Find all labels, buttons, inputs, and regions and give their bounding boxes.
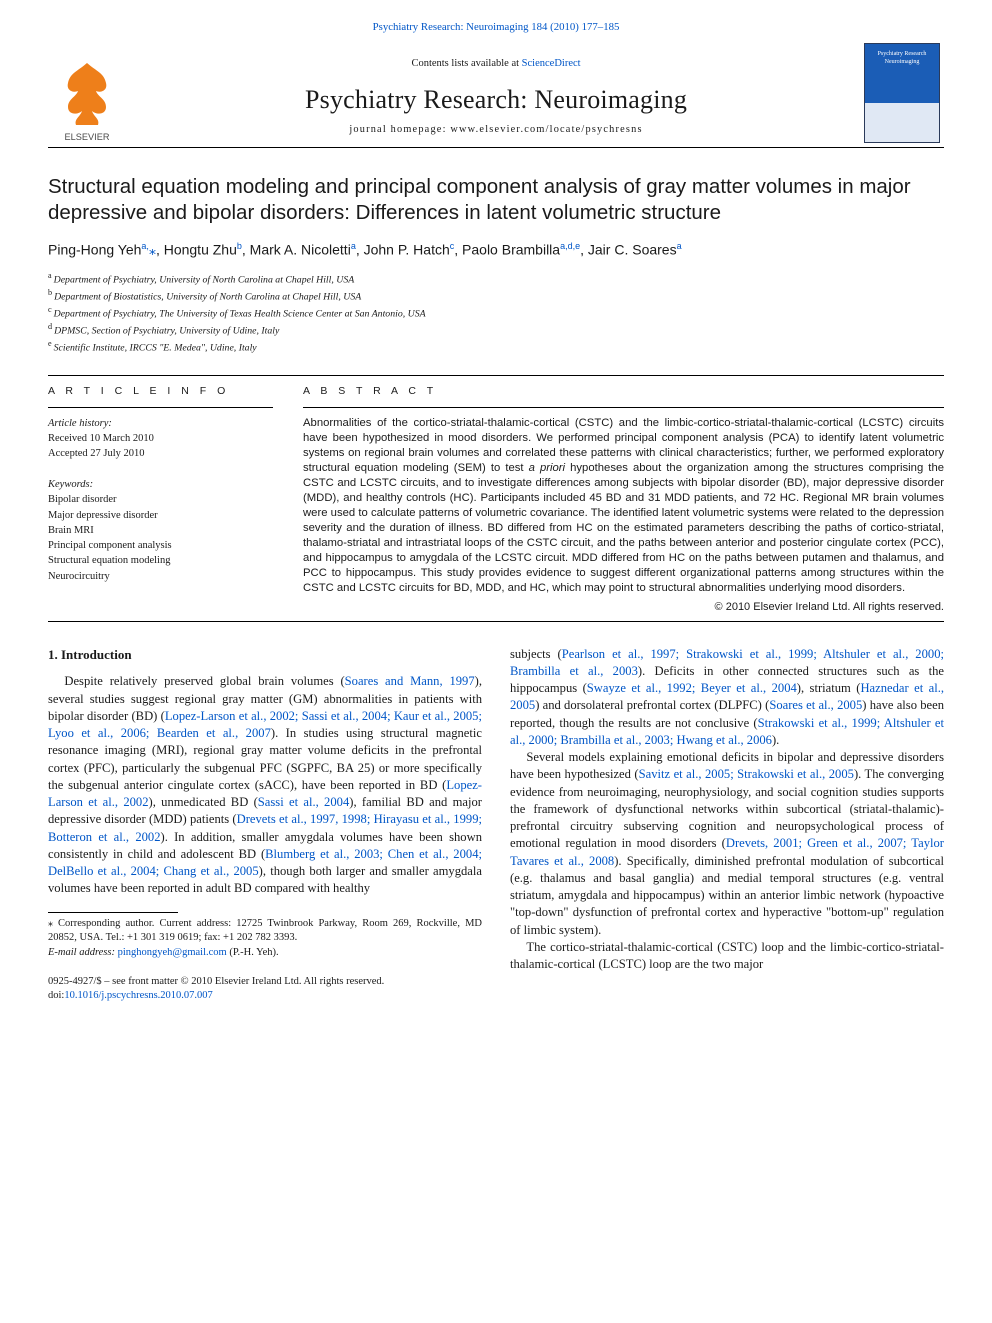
cover-title-text: Psychiatry Research Neuroimaging [869,50,935,66]
doi-line: doi:10.1016/j.pscychresns.2010.07.007 [48,989,384,1003]
rule-below-abstract [48,621,944,622]
affiliation-e: eScientific Institute, IRCCS "E. Medea",… [48,338,944,355]
info-abstract-row: A R T I C L E I N F O Article history: R… [48,384,944,614]
elsevier-wordmark: ELSEVIER [65,132,110,142]
article-info-column: A R T I C L E I N F O Article history: R… [48,384,273,614]
keyword-item: Structural equation modeling [48,553,273,568]
rule-under-abstract-heading [303,407,944,408]
citation-link[interactable]: Soares and Mann, 1997 [345,674,475,688]
abstract-heading: A B S T R A C T [303,384,944,398]
elsevier-tree-icon: ELSEVIER [48,57,126,143]
section-heading-introduction: 1. Introduction [48,646,482,664]
masthead-center: Contents lists available at ScienceDirec… [140,43,852,143]
article-info-heading: A R T I C L E I N F O [48,384,273,398]
affiliation-list: aDepartment of Psychiatry, University of… [48,270,944,356]
intro-paragraph-3: The cortico-striatal-thalamic-cortical (… [510,939,944,974]
author-list: Ping-Hong Yeha,⁎, Hongtu Zhub, Mark A. N… [48,240,944,260]
rule-above-info [48,375,944,376]
affiliation-c: cDepartment of Psychiatry, The Universit… [48,304,944,321]
abstract-copyright: © 2010 Elsevier Ireland Ltd. All rights … [303,600,944,615]
running-header-link[interactable]: Psychiatry Research: Neuroimaging 184 (2… [373,21,620,33]
affiliation-b: bDepartment of Biostatistics, University… [48,287,944,304]
corresponding-author-note: ⁎ Corresponding author. Current address:… [48,917,482,946]
affiliation-d: dDPMSC, Section of Psychiatry, Universit… [48,321,944,338]
keyword-item: Principal component analysis [48,538,273,553]
page-footer-left: 0925-4927/$ – see front matter © 2010 El… [48,975,482,1004]
abstract-column: A B S T R A C T Abnormalities of the cor… [303,384,944,614]
publisher-logo-box: ELSEVIER [48,43,128,143]
journal-cover-box: Psychiatry Research Neuroimaging [864,43,944,143]
citation-link[interactable]: Swayze et al., 1992; Beyer et al., 2004 [587,681,797,695]
star-icon: ⁎ [48,918,58,929]
keyword-item: Bipolar disorder [48,492,273,507]
keywords-block: Keywords: Bipolar disorder Major depress… [48,477,273,584]
email-line: E-mail address: pinghongyeh@gmail.com (P… [48,946,482,961]
history-label: Article history: [48,416,273,431]
journal-cover-thumbnail: Psychiatry Research Neuroimaging [864,43,940,143]
contents-available-line: Contents lists available at ScienceDirec… [140,57,852,71]
keyword-item: Neurocircuitry [48,569,273,584]
keywords-label: Keywords: [48,477,273,492]
rule-under-info-heading [48,407,273,408]
citation-link[interactable]: Savitz et al., 2005; Strakowski et al., … [639,767,854,781]
running-header: Psychiatry Research: Neuroimaging 184 (2… [48,20,944,35]
received-date: Received 10 March 2010 [48,431,273,446]
sciencedirect-link[interactable]: ScienceDirect [522,58,581,69]
intro-paragraph-1a: Despite relatively preserved global brai… [48,673,482,897]
journal-homepage-line: journal homepage: www.elsevier.com/locat… [140,123,852,137]
homepage-label: journal homepage: [349,124,450,135]
article-title: Structural equation modeling and princip… [48,174,944,226]
keyword-item: Brain MRI [48,523,273,538]
intro-paragraph-2: Several models explaining emotional defi… [510,749,944,939]
homepage-url: www.elsevier.com/locate/psychresns [450,124,642,135]
journal-title: Psychiatry Research: Neuroimaging [140,82,852,117]
email-link[interactable]: pinghongyeh@gmail.com [118,947,227,958]
article-history-block: Article history: Received 10 March 2010 … [48,416,273,462]
affiliation-a: aDepartment of Psychiatry, University of… [48,270,944,287]
contents-prefix: Contents lists available at [411,58,521,69]
body-two-column: 1. Introduction Despite relatively prese… [48,646,944,1004]
abstract-text: Abnormalities of the cortico-striatal-th… [303,416,944,596]
email-label: E-mail address: [48,947,115,958]
keyword-item: Major depressive disorder [48,508,273,523]
footnote-block: ⁎ Corresponding author. Current address:… [48,917,482,961]
issn-copyright-line: 0925-4927/$ – see front matter © 2010 El… [48,975,384,989]
citation-link[interactable]: Sassi et al., 2004 [258,795,349,809]
accepted-date: Accepted 27 July 2010 [48,446,273,461]
doi-link[interactable]: 10.1016/j.pscychresns.2010.07.007 [64,990,212,1001]
masthead: ELSEVIER Contents lists available at Sci… [48,43,944,148]
intro-paragraph-1b: subjects (Pearlson et al., 1997; Strakow… [510,646,944,750]
footnote-separator [48,912,178,913]
citation-link[interactable]: Soares et al., 2005 [769,698,862,712]
